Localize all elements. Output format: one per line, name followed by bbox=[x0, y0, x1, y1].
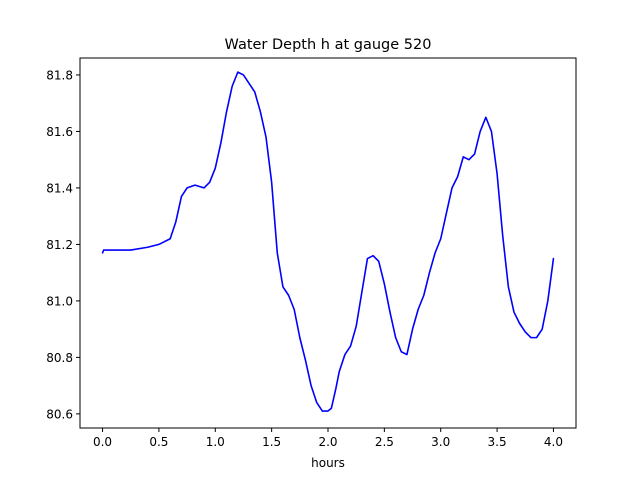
y-tick-label: 80.6 bbox=[46, 407, 73, 421]
y-tick-label: 81.8 bbox=[46, 68, 73, 82]
x-tick-label: 3.5 bbox=[488, 435, 507, 449]
x-tick-label: 1.0 bbox=[206, 435, 225, 449]
y-tick-label: 81.6 bbox=[46, 125, 73, 139]
x-tick-label: 0.5 bbox=[149, 435, 168, 449]
x-tick-label: 3.0 bbox=[431, 435, 450, 449]
x-tick-label: 2.5 bbox=[375, 435, 394, 449]
x-tick-label: 4.0 bbox=[544, 435, 563, 449]
chart-title: Water Depth h at gauge 520 bbox=[225, 37, 432, 53]
series-group bbox=[101, 71, 555, 412]
y-tick-label: 80.8 bbox=[46, 351, 73, 365]
plot-area-frame bbox=[79, 57, 577, 429]
y-tick-label: 81.2 bbox=[46, 238, 73, 252]
x-axis-label: hours bbox=[311, 456, 345, 470]
x-tick-label: 0.0 bbox=[93, 435, 112, 449]
series-line bbox=[101, 71, 555, 412]
y-axis-ticks: 80.6 80.8 81.0 81.2 81.4 81.6 81.8 bbox=[46, 68, 80, 421]
y-tick-label: 81.0 bbox=[46, 294, 73, 308]
y-tick-label: 81.4 bbox=[46, 181, 73, 195]
x-axis-ticks: 0.0 0.5 1.0 1.5 2.0 2.5 3.0 3.5 4.0 bbox=[93, 428, 563, 449]
x-tick-label: 2.0 bbox=[318, 435, 337, 449]
x-tick-label: 1.5 bbox=[262, 435, 281, 449]
